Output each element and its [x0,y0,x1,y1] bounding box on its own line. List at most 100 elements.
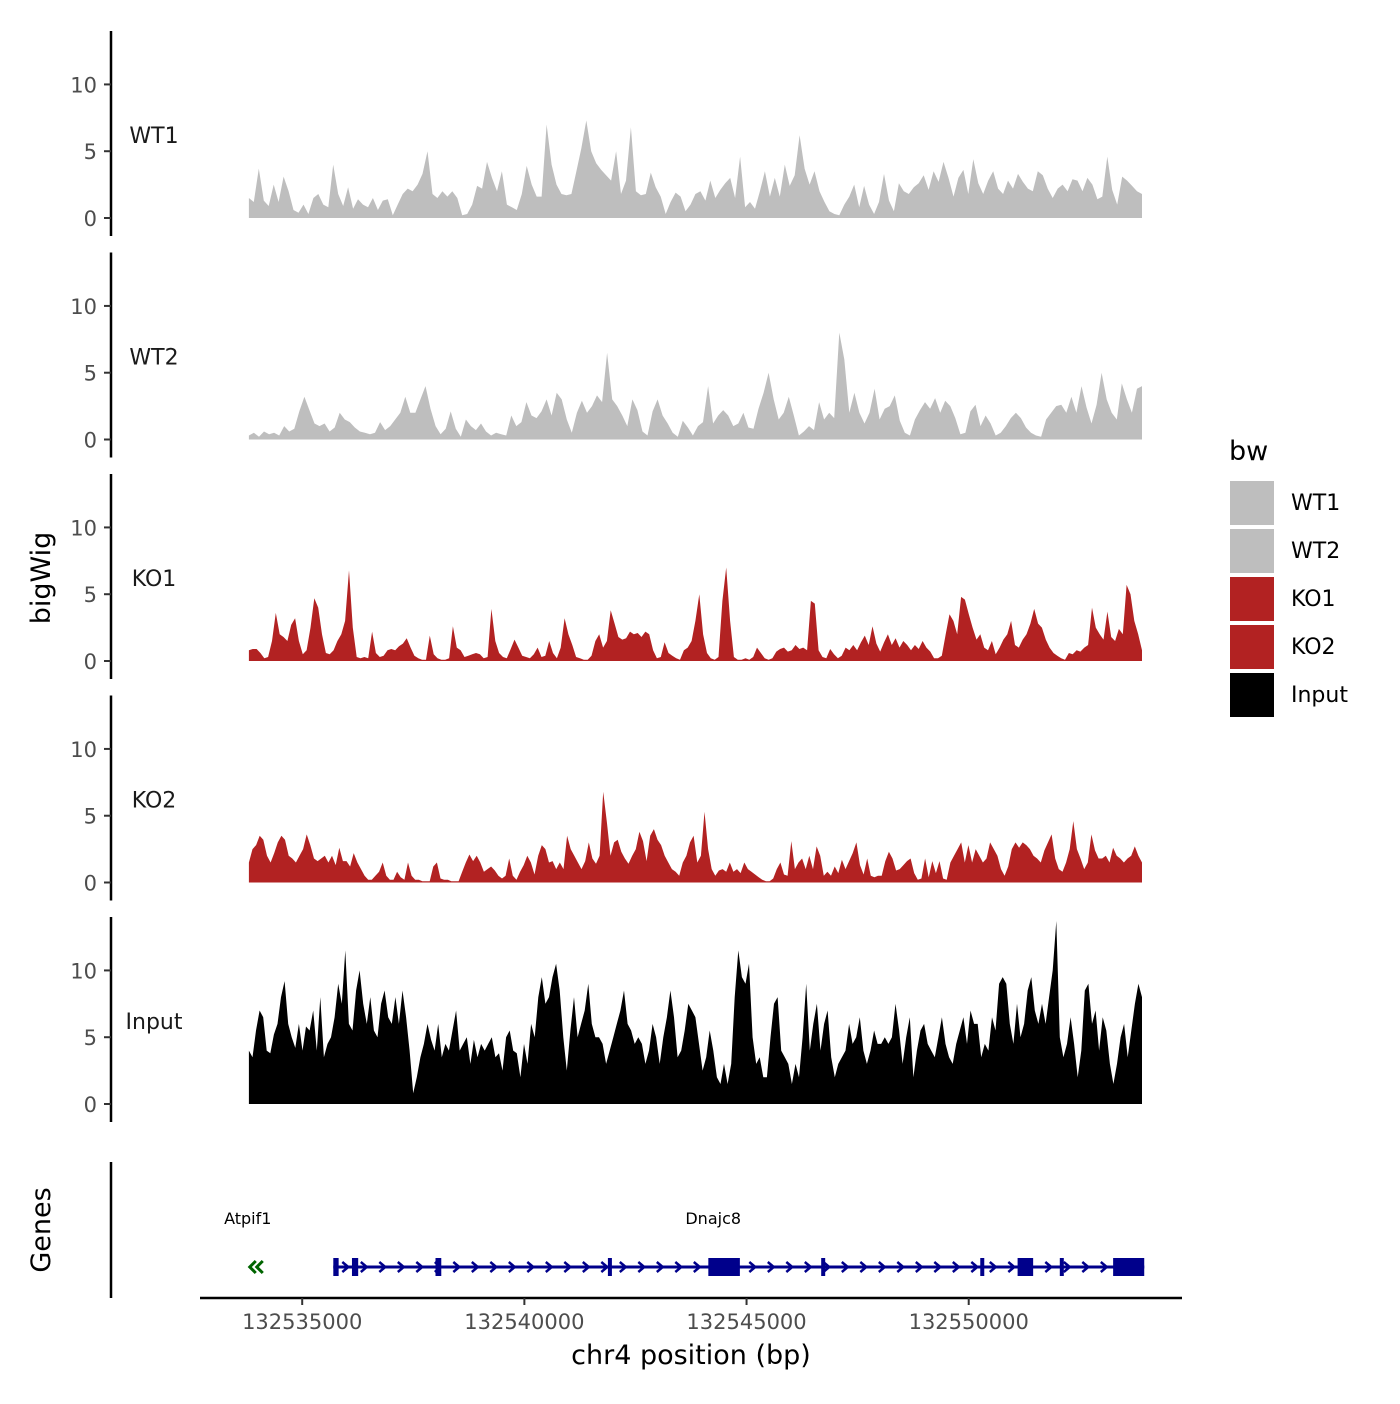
legend-label-wt2: WT2 [1291,539,1340,564]
gene-strand-arrow [397,1261,406,1273]
y-tick-label-0: 0 [84,1093,97,1117]
legend-swatch-wt1 [1228,479,1276,527]
gene-strand-arrow [378,1261,388,1273]
gene-strand-arrow [526,1261,536,1273]
legend-swatch-ko2 [1228,623,1276,671]
y-tick-label-10: 10 [70,959,97,983]
legend-label-ko1: KO1 [1291,587,1336,612]
area-wt1 [248,120,1142,218]
legend-label-wt1: WT1 [1291,491,1340,516]
gene-atpif1: Atpif1 [224,1209,271,1275]
area-ko1 [248,567,1142,661]
legend-title: bw [1229,436,1268,467]
gene-strand-arrow [804,1261,813,1273]
gene-exon [333,1258,339,1276]
x-tick-label-3: 132550000 [909,1310,1029,1334]
gene-strand-arrow [1062,1261,1072,1273]
gene-strand-arrow [989,1261,998,1273]
genes-panel-label: Genes [26,1187,57,1272]
y-tick-label-0: 0 [84,207,97,231]
y-tick-label-5: 5 [84,583,97,607]
gene-strand-arrow [859,1261,869,1273]
gene-strand-arrow [508,1261,517,1273]
y-tick-label-10: 10 [70,738,97,762]
area-ko2 [248,791,1142,883]
gene-strand-arrow [693,1261,702,1273]
gene-exon [351,1258,359,1276]
gene-dnajc8: Dnajc8 [333,1209,1145,1276]
gene-exon [435,1258,442,1276]
gene-strand-arrow [545,1261,554,1273]
track-wt1: 0 5 10 WT1 [70,31,1142,236]
gene-strand-arrow [656,1261,665,1273]
gene-strand-arrow [471,1261,480,1273]
gene-strand-arrow [360,1261,369,1273]
track-label-wt2: WT2 [129,346,178,371]
legend-swatch-input [1228,671,1276,719]
legend-item-wt2: WT2 [1228,527,1340,575]
gene-strand-arrow [600,1261,610,1273]
gene-exon [1017,1258,1034,1276]
gene-label-atpif1: Atpif1 [224,1209,271,1228]
y-tick-label-10: 10 [70,73,97,97]
track-label-wt1: WT1 [129,124,178,149]
gene-strand-arrow [785,1261,795,1273]
gene-strand-arrow [1099,1261,1109,1273]
x-axis-label: chr4 position (bp) [571,1340,811,1371]
y-tick-label-5: 5 [84,805,97,829]
track-wt2: 0 5 10 WT2 [70,252,1142,458]
legend-item-input: Input [1228,671,1348,719]
legend: bw WT1 WT2 KO1 KO2 Input [1228,436,1348,719]
gene-strand-arrow [582,1261,591,1273]
track-ko1: 0 5 10 KO1 [70,474,1142,679]
track-label-input: Input [126,1010,183,1035]
x-axis: 132535000 132540000 132545000 132550000 chr… [200,1296,1182,1371]
gene-exon [607,1258,612,1276]
track-label-ko2: KO2 [132,789,177,814]
legend-label-input: Input [1291,683,1348,708]
gene-marks: Atpif1 Dnajc8 [224,1209,1145,1276]
gene-strand-arrow [254,1259,264,1275]
gene-strand-arrow [563,1261,573,1273]
y-tick-label-5: 5 [84,140,97,164]
legend-items: WT1 WT2 KO1 KO2 Input [1228,479,1348,719]
gene-strand-arrow [841,1261,850,1273]
gene-exon [821,1258,826,1276]
legend-label-ko2: KO2 [1291,635,1336,660]
gene-strand-arrow [896,1261,906,1273]
gene-exon [1059,1258,1064,1276]
gene-strand-arrow [822,1261,832,1273]
track-ko2: 0 5 10 KO2 [70,695,1142,901]
gene-strand-arrow [1044,1261,1054,1273]
genes-panel: Genes Atpif1 Dnajc8 [26,1162,1145,1298]
y-tick-label-10: 10 [70,295,97,319]
y-tick-label-0: 0 [84,429,97,453]
x-tick-label-2: 132545000 [686,1310,806,1334]
gene-strand-arrow [247,1259,257,1275]
x-axis-ticks: 132535000 132540000 132545000 132550000 [242,1298,1029,1334]
gene-strand-arrow [674,1261,684,1273]
legend-item-wt1: WT1 [1228,479,1340,527]
legend-swatch-ko1 [1228,575,1276,623]
legend-item-ko1: KO1 [1228,575,1336,623]
gene-strand-arrow [1007,1261,1017,1273]
gene-strand-arrow [415,1261,425,1273]
track-input: 0 5 10 Input [70,917,1142,1122]
gene-strand-arrow [489,1261,499,1273]
area-input [248,921,1142,1104]
gene-strand-arrow [1081,1261,1091,1273]
gene-label-dnajc8: Dnajc8 [685,1209,741,1228]
area-wt2 [248,332,1142,440]
gene-strand-arrow [767,1261,776,1273]
legend-item-ko2: KO2 [1228,623,1336,671]
gene-exon [980,1258,985,1276]
gene-strand-arrow [933,1261,943,1273]
x-tick-label-0: 132535000 [242,1310,362,1334]
y-tick-label-0: 0 [84,650,97,674]
gene-strand-arrow [970,1261,980,1273]
y-tick-label-10: 10 [70,516,97,540]
gene-strand-arrow [341,1261,351,1273]
gene-strand-arrow [878,1261,887,1273]
